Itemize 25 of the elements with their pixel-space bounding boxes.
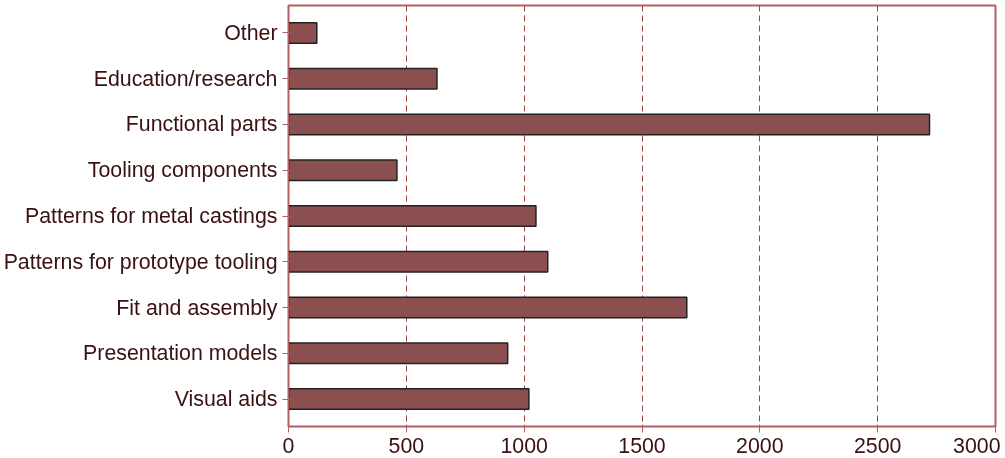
y-tick-label: Fit and assembly [116,295,278,320]
y-tick-label: Tooling components [87,158,278,183]
x-tick-label: 3000 [953,433,1001,458]
bar [288,342,509,365]
bar [288,388,530,411]
y-tick-label: Presentation models [83,341,278,366]
x-tick-label: 500 [388,433,425,458]
bar [288,296,688,319]
bar [288,159,398,182]
bar [288,67,438,90]
bar [288,204,537,228]
y-tick-label: Other [224,20,278,45]
bar [288,21,318,44]
x-tick-label: 1000 [500,433,549,458]
x-tick-label: 2000 [736,433,784,458]
bar [288,113,931,136]
y-tick-label: Patterns for prototype tooling [3,249,278,274]
x-tick-label: 0 [282,433,295,458]
y-tick-label: Visual aids [174,387,278,412]
x-tick-label: 1500 [618,433,666,458]
y-tick-label: Education/research [93,66,278,91]
bar [288,250,549,273]
y-tick-label: Patterns for metal castings [25,204,278,228]
x-tick-label: 2500 [853,433,902,458]
y-tick-label: Functional parts [125,112,278,137]
